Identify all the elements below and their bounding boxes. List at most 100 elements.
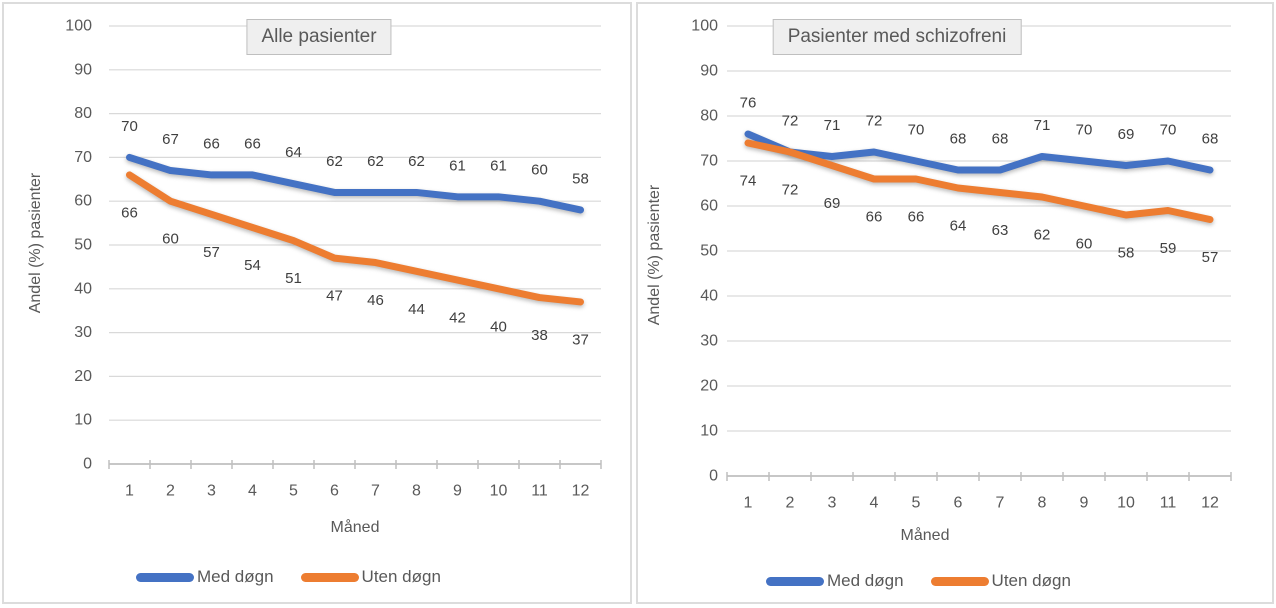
data-label: 58 — [572, 170, 589, 187]
y-axis-tick-label: 80 — [74, 105, 92, 122]
data-label: 40 — [490, 318, 507, 335]
x-axis-tick-label: 5 — [289, 483, 298, 500]
legend-swatch — [930, 576, 989, 586]
y-axis-tick-label: 70 — [74, 149, 92, 166]
y-axis-tick-label: 60 — [74, 193, 92, 210]
x-axis-tick-label: 6 — [330, 483, 339, 500]
data-label: 72 — [866, 113, 883, 130]
data-label: 69 — [824, 195, 841, 212]
data-label: 60 — [531, 162, 548, 179]
y-axis-tick-label: 20 — [74, 368, 92, 385]
legend-item: Med døgn — [766, 571, 904, 591]
x-axis-tick-label: 7 — [371, 483, 380, 500]
data-label: 37 — [572, 331, 589, 348]
data-label: 68 — [950, 131, 967, 148]
data-label: 44 — [408, 301, 425, 318]
y-axis-tick-label: 10 — [700, 423, 718, 440]
data-label: 64 — [285, 144, 302, 161]
data-label: 57 — [1202, 249, 1219, 266]
y-axis-tick-label: 100 — [65, 18, 92, 35]
x-axis-tick-label: 4 — [248, 483, 257, 500]
legend-label: Uten døgn — [361, 567, 441, 586]
data-label: 68 — [1202, 131, 1219, 148]
data-label: 71 — [1034, 117, 1051, 134]
data-label: 76 — [740, 95, 757, 112]
legend-swatch — [136, 572, 194, 582]
y-axis-tick-label: 50 — [74, 237, 92, 254]
y-axis-tick-label: 10 — [74, 412, 92, 429]
y-axis-tick-label: 90 — [700, 63, 718, 80]
x-axis-tick-label: 10 — [1117, 495, 1135, 512]
data-label: 61 — [490, 157, 507, 174]
data-label: 70 — [1076, 122, 1093, 139]
x-axis-tick-label: 11 — [531, 483, 548, 500]
y-axis-tick-label: 80 — [700, 108, 718, 125]
data-label: 62 — [367, 153, 384, 170]
x-axis-tick-label: 8 — [1038, 495, 1047, 512]
x-axis-title: Måned — [900, 527, 950, 544]
data-label: 70 — [908, 122, 925, 139]
data-label: 70 — [1160, 122, 1177, 139]
legend-label: Med døgn — [827, 571, 904, 590]
data-label: 38 — [531, 327, 548, 344]
data-label: 66 — [203, 135, 220, 152]
data-label: 47 — [326, 288, 343, 305]
legend: Med døgn Uten døgn — [136, 567, 441, 587]
y-axis-tick-label: 30 — [700, 333, 718, 350]
data-label: 72 — [782, 182, 799, 199]
data-label: 63 — [992, 222, 1009, 239]
y-axis-tick-label: 90 — [74, 61, 92, 78]
x-axis-tick-label: 1 — [744, 495, 753, 512]
series-line-uten-dogn — [744, 139, 1214, 223]
series-line-med-dogn — [126, 153, 584, 214]
data-label: 57 — [203, 244, 220, 261]
x-axis-tick-label: 10 — [490, 483, 508, 500]
data-label: 61 — [449, 157, 466, 174]
legend: Med døgn Uten døgn — [766, 571, 1071, 591]
series-line-med-dogn — [744, 130, 1214, 174]
data-label: 54 — [244, 257, 261, 274]
y-axis-title: Andel (%) pasienter — [646, 184, 663, 326]
x-axis-tick-label: 8 — [412, 483, 421, 500]
x-axis-tick-label: 3 — [207, 483, 216, 500]
y-axis-title: Andel (%) pasienter — [27, 172, 44, 314]
y-axis-tick-label: 60 — [700, 198, 718, 215]
y-axis-tick-label: 70 — [700, 153, 718, 170]
legend-swatch — [300, 572, 359, 582]
data-label: 74 — [740, 173, 757, 190]
x-axis-title: Måned — [330, 519, 380, 536]
x-axis-tick-label: 4 — [870, 495, 879, 512]
x-axis-tick-label: 9 — [453, 483, 462, 500]
y-axis-tick-label: 30 — [74, 324, 92, 341]
data-label: 60 — [1076, 236, 1093, 253]
data-label: 62 — [408, 153, 425, 170]
data-label: 59 — [1160, 240, 1177, 257]
data-label: 71 — [824, 117, 841, 134]
x-axis-tick-label: 3 — [828, 495, 837, 512]
data-label: 68 — [992, 131, 1009, 148]
data-label: 70 — [121, 118, 138, 135]
data-label: 51 — [285, 270, 302, 287]
x-axis-tick-label: 2 — [786, 495, 795, 512]
legend-swatch — [766, 576, 824, 586]
data-label: 62 — [1034, 227, 1051, 244]
y-axis-tick-label: 50 — [700, 243, 718, 260]
legend-item: Uten døgn — [930, 571, 1071, 591]
y-axis-tick-label: 0 — [709, 468, 718, 485]
chart-title: Pasienter med schizofreni — [772, 19, 1022, 55]
x-axis-tick-label: 2 — [166, 483, 175, 500]
x-axis-tick-label: 12 — [1201, 495, 1219, 512]
data-label: 64 — [950, 218, 967, 235]
x-axis-tick-label: 11 — [1160, 495, 1177, 512]
x-axis-tick-label: 6 — [954, 495, 963, 512]
data-label: 67 — [162, 131, 179, 148]
data-label: 58 — [1118, 245, 1135, 262]
y-axis-tick-label: 40 — [74, 280, 92, 297]
chart-panel-alle-pasienter: 0 10 20 30 40 50 60 70 80 90 100 1 2 3 4 5 6 7 8 9 10 11 12 70 6… — [2, 2, 632, 604]
data-label: 66 — [244, 135, 261, 152]
series-line-uten-dogn — [126, 171, 584, 306]
data-label: 72 — [782, 113, 799, 130]
legend-label: Uten døgn — [991, 571, 1071, 590]
